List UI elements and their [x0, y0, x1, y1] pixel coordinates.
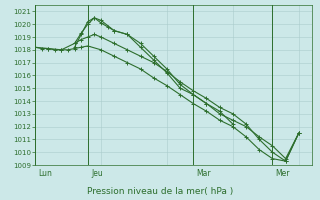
Text: Pression niveau de la mer( hPa ): Pression niveau de la mer( hPa ) [87, 187, 233, 196]
Text: Mer: Mer [276, 169, 290, 178]
Text: Jeu: Jeu [91, 169, 103, 178]
Text: Lun: Lun [38, 169, 52, 178]
Text: Mar: Mar [196, 169, 211, 178]
